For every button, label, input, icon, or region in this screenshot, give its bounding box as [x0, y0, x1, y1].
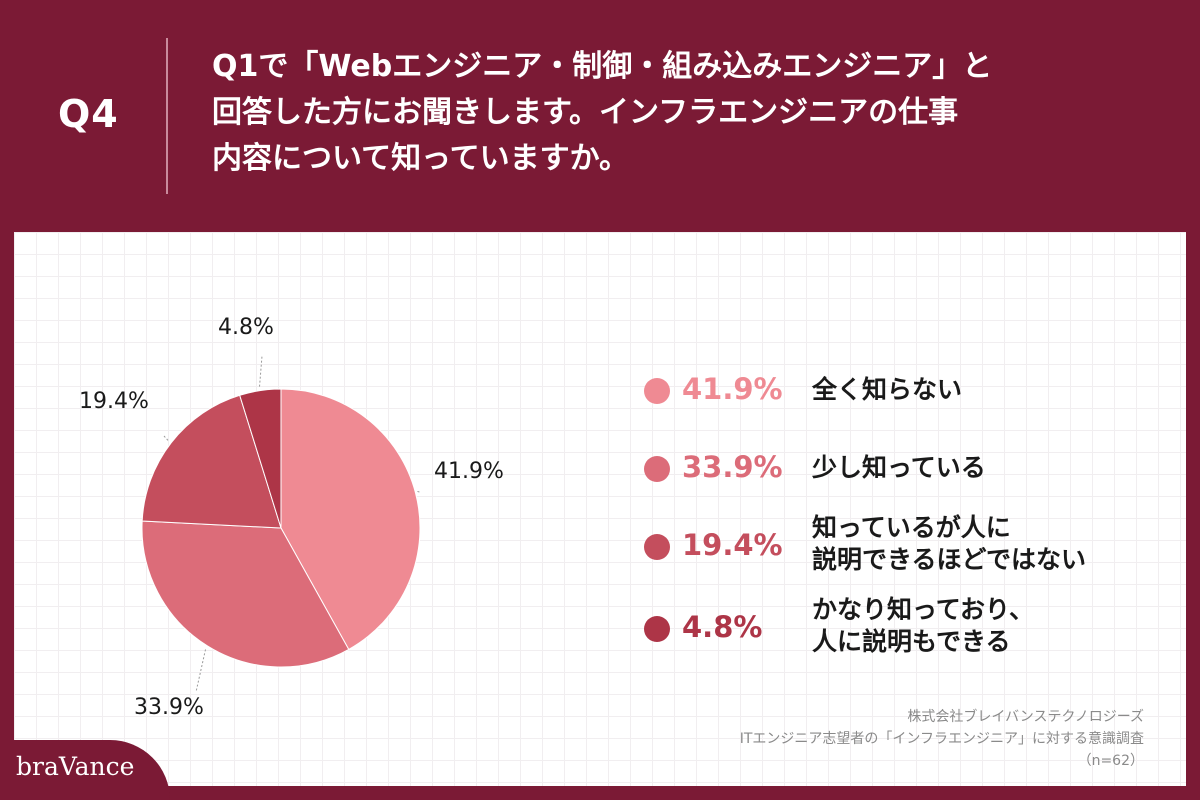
legend-percent-3: 4.8% — [682, 610, 763, 644]
source-survey: ITエンジニア志望者の「インフラエンジニア」に対する意識調査 — [739, 731, 1144, 747]
header-divider — [166, 38, 168, 194]
legend-label-3-line-2: 人に説明もできる — [812, 627, 1011, 656]
legend-dot-3 — [644, 616, 670, 642]
source-company: 株式会社ブレイバンステクノロジーズ — [907, 709, 1144, 725]
legend-label-1-line-1: 少し知っている — [812, 453, 986, 482]
brand-logo: braVance — [16, 752, 135, 781]
question-line-2: 回答した方にお聞きします。インフラエンジニアの仕事 — [212, 95, 959, 130]
question-line-3: 内容について知っていますか。 — [212, 141, 629, 176]
legend-percent-2: 19.4% — [682, 528, 783, 562]
legend-label-3-line-1: かなり知っており、 — [812, 595, 1035, 624]
legend-label-3: かなり知っており、 人に説明もできる — [812, 594, 1034, 658]
legend-label-1: 少し知っている — [812, 452, 986, 484]
leader-line-2 — [163, 435, 169, 441]
pie-slice-0 — [280, 388, 421, 651]
data-label-3: 4.8% — [218, 315, 274, 340]
data-label-0: 41.9% — [434, 459, 504, 484]
pie-chart: 41.9% 33.9% 19.4% 4.8% — [79, 315, 504, 720]
leader-line-0 — [415, 490, 420, 493]
pie-slice-3 — [239, 388, 282, 529]
legend-label-0: 全く知らない — [812, 374, 962, 406]
legend-dot-1 — [644, 456, 670, 482]
pie-slice-2 — [141, 394, 282, 529]
question-text: Q1で「Webエンジニア・制御・組み込みエンジニア」と 回答した方にお聞きします… — [212, 44, 1172, 182]
leader-line-3 — [259, 355, 263, 387]
data-label-2: 19.4% — [79, 389, 149, 414]
legend-label-0-line-1: 全く知らない — [812, 375, 963, 404]
legend-percent-1: 33.9% — [682, 450, 783, 484]
source-note: 株式会社ブレイバンステクノロジーズ ITエンジニア志望者の「インフラエンジニア」… — [740, 706, 1144, 772]
question-line-1: Q1で「Webエンジニア・制御・組み込みエンジニア」と — [212, 49, 993, 84]
leader-line-1 — [195, 649, 207, 693]
chart-panel: 41.9% 33.9% 19.4% 4.8% 41.9% 全く知らない 33.9% 少… — [14, 232, 1186, 786]
question-number: Q4 — [58, 92, 119, 136]
legend-label-2: 知っているが人に 説明できるほどではない — [812, 512, 1086, 576]
pie-slice-1 — [141, 520, 350, 668]
legend-label-2-line-1: 知っているが人に — [812, 513, 1011, 542]
logo-tab — [0, 740, 170, 800]
legend-percent-0: 41.9% — [682, 372, 783, 406]
legend-dot-0 — [644, 378, 670, 404]
legend-label-2-line-2: 説明できるほどではない — [812, 545, 1087, 574]
legend-dot-2 — [644, 534, 670, 560]
source-sample: （n=62） — [1077, 753, 1144, 769]
data-label-1: 33.9% — [134, 695, 204, 720]
